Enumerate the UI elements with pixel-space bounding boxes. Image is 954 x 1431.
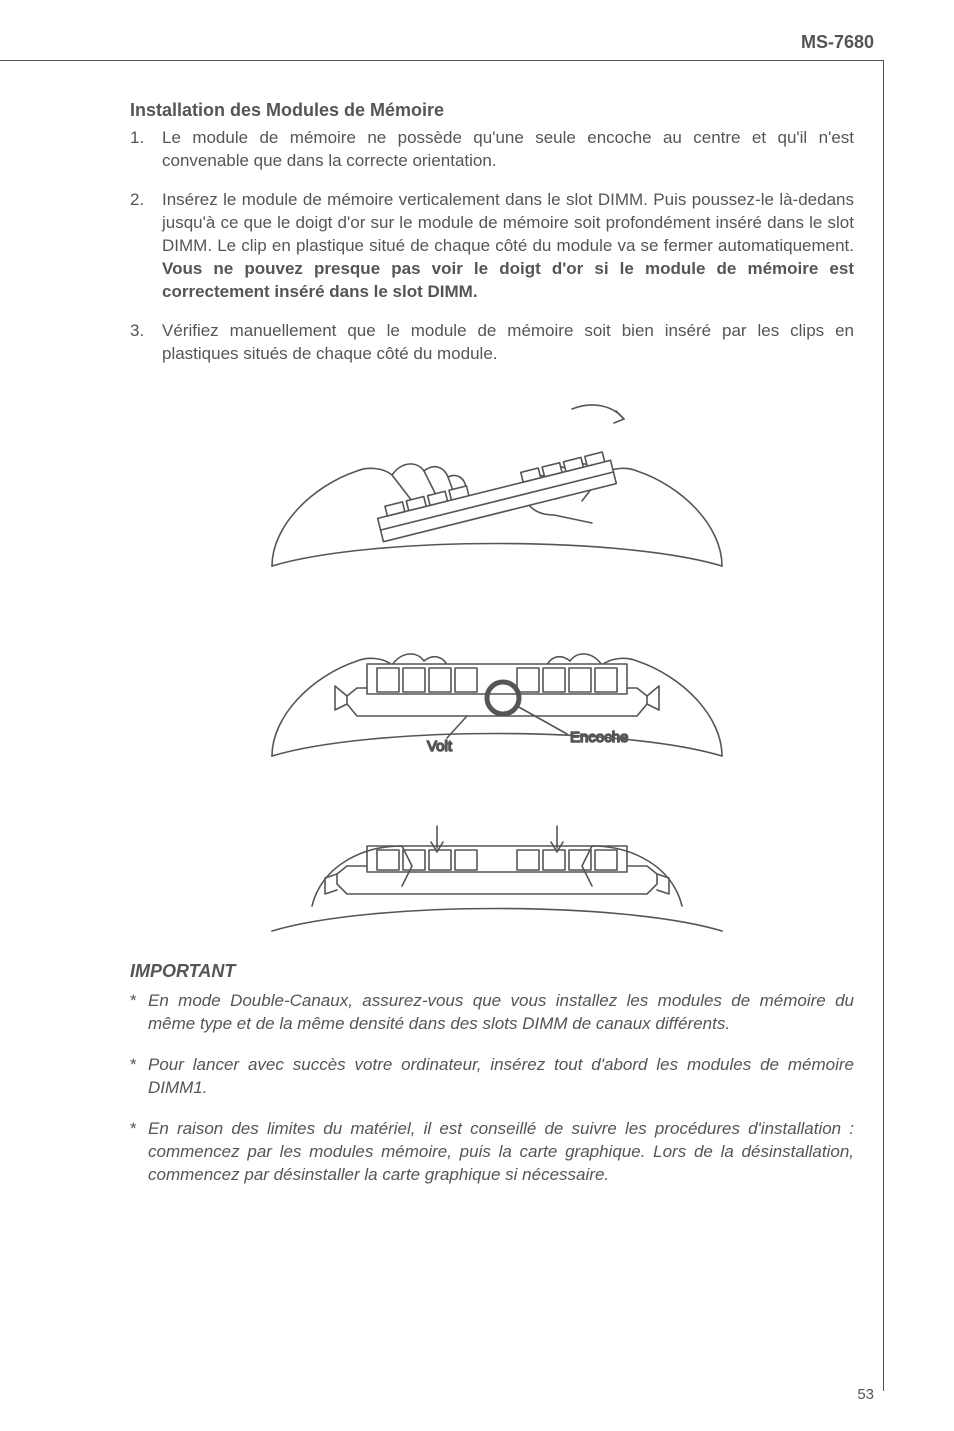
step-2-text-a: Insérez le module de mémoire verticaleme… [162, 190, 854, 255]
header-model: MS-7680 [801, 32, 874, 53]
step-1: Le module de mémoire ne possède qu'une s… [130, 127, 854, 173]
important-3-text: En raison des limites du matériel, il es… [148, 1119, 854, 1184]
page-number: 53 [857, 1386, 874, 1403]
important-title: IMPORTANT [130, 961, 854, 982]
content: Installation des Modules de Mémoire Le m… [130, 100, 854, 1187]
important-item-3: En raison des limites du matériel, il es… [130, 1118, 854, 1187]
step-3-text: Vérifiez manuellement que le module de m… [162, 321, 854, 363]
step-1-text: Le module de mémoire ne possède qu'une s… [162, 128, 854, 170]
label-encoche: Encoche [570, 729, 628, 746]
important-1-text: En mode Double-Canaux, assurez-vous que … [148, 991, 854, 1033]
top-rule [0, 60, 884, 61]
important-item-2: Pour lancer avec succès votre ordinateur… [130, 1054, 854, 1100]
installation-diagram: Volt Encoche [130, 381, 854, 941]
important-item-1: En mode Double-Canaux, assurez-vous que … [130, 990, 854, 1036]
right-rule [883, 60, 884, 1391]
section-title: Installation des Modules de Mémoire [130, 100, 854, 121]
steps-list: Le module de mémoire ne possède qu'une s… [130, 127, 854, 365]
step-2-text-b: Vous ne pouvez presque pas voir le doigt… [162, 259, 854, 301]
label-volt: Volt [427, 738, 453, 755]
important-list: En mode Double-Canaux, assurez-vous que … [130, 990, 854, 1187]
step-3: Vérifiez manuellement que le module de m… [130, 320, 854, 366]
page: MS-7680 Installation des Modules de Mémo… [0, 0, 954, 1431]
important-2-text: Pour lancer avec succès votre ordinateur… [148, 1055, 854, 1097]
step-2: Insérez le module de mémoire verticaleme… [130, 189, 854, 304]
diagram-svg: Volt Encoche [222, 381, 762, 941]
